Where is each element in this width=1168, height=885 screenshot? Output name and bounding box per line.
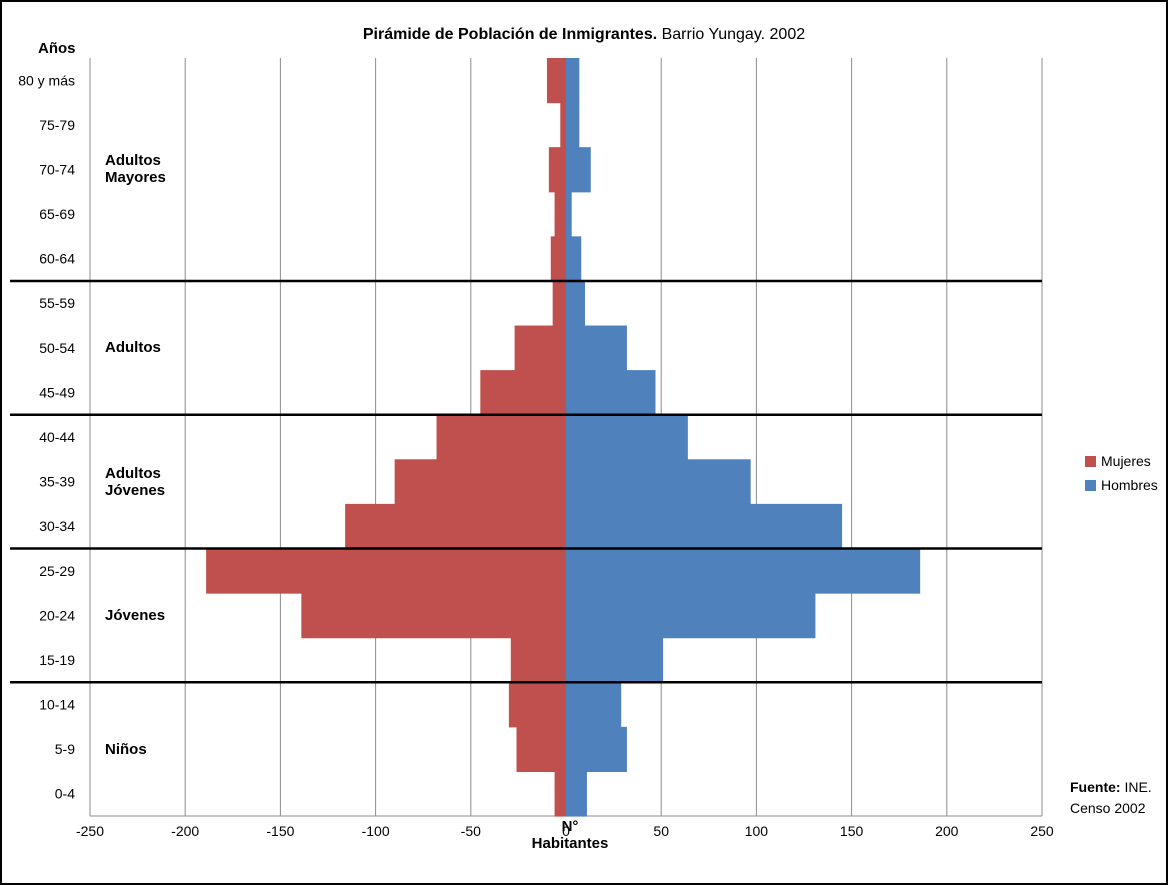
x-axis-title-line2: Habitantes <box>531 835 609 852</box>
bar-mujeres-12 <box>301 593 566 639</box>
x-tick-label-6: 50 <box>653 823 669 839</box>
source-label: Fuente: <box>1070 779 1121 795</box>
x-tick-label-1: -200 <box>171 823 199 839</box>
bar-mujeres-0 <box>546 58 566 104</box>
y-tick-label-14: 10-14 <box>39 697 75 713</box>
legend-swatch-mujeres <box>1085 455 1096 467</box>
bar-hombres-10 <box>566 503 843 550</box>
age-group-label-0-line-1: Mayores <box>105 169 166 187</box>
age-group-label-0-line-0: Adultos <box>105 152 161 170</box>
x-axis-title: N° Habitantes <box>505 818 635 852</box>
x-tick-label-0: -250 <box>76 823 104 839</box>
y-tick-label-1: 75-79 <box>39 117 75 133</box>
y-tick-label-11: 25-29 <box>39 563 75 579</box>
legend-item-hombres: Hombres <box>1085 473 1158 497</box>
source-note: Fuente: INE. Censo 2002 <box>1070 777 1152 819</box>
bar-mujeres-7 <box>480 370 566 416</box>
bar-mujeres-3 <box>554 191 566 237</box>
bar-hombres-16 <box>566 771 587 817</box>
bar-hombres-13 <box>566 637 664 683</box>
x-tick-label-5: 0 <box>562 823 570 839</box>
legend-item-mujeres: Mujeres <box>1085 449 1158 473</box>
age-group-label-3: Jóvenes <box>105 607 165 624</box>
bar-mujeres-16 <box>554 771 566 817</box>
x-tick-label-7: 100 <box>745 823 769 839</box>
x-tick-label-3: -100 <box>362 823 390 839</box>
bar-hombres-3 <box>566 191 572 237</box>
chart-title: Pirámide de Población de Inmigrantes. Ba… <box>0 26 1168 44</box>
legend-swatch-hombres <box>1085 479 1096 491</box>
bar-mujeres-8 <box>436 414 566 460</box>
bar-hombres-12 <box>566 593 816 639</box>
age-group-label-1: Adultos <box>105 339 161 356</box>
age-group-label-0: Adultos Mayores <box>105 152 166 186</box>
bar-hombres-15 <box>566 726 627 773</box>
y-tick-label-6: 50-54 <box>39 340 75 356</box>
bar-hombres-9 <box>566 459 751 505</box>
bar-mujeres-14 <box>508 682 566 728</box>
bar-hombres-1 <box>566 102 580 148</box>
bar-hombres-14 <box>566 682 622 728</box>
age-group-label-2-line-0: Adultos <box>105 464 161 482</box>
y-tick-label-15: 5-9 <box>55 741 75 757</box>
y-tick-label-0: 80 y más <box>18 72 75 88</box>
y-tick-label-9: 35-39 <box>39 474 75 490</box>
y-tick-label-16: 0-4 <box>55 786 75 802</box>
age-group-label-4: Niños <box>105 741 147 758</box>
y-tick-label-2: 70-74 <box>39 161 75 177</box>
x-tick-label-10: 250 <box>1030 823 1054 839</box>
bar-hombres-7 <box>566 370 656 416</box>
bar-mujeres-10 <box>345 503 566 550</box>
bar-mujeres-15 <box>516 726 566 773</box>
y-tick-label-13: 15-19 <box>39 652 75 668</box>
bar-hombres-2 <box>566 147 591 193</box>
bar-hombres-8 <box>566 414 688 460</box>
y-tick-label-7: 45-49 <box>39 384 75 400</box>
x-tick-label-9: 200 <box>935 823 959 839</box>
y-tick-label-10: 30-34 <box>39 518 75 534</box>
bar-mujeres-1 <box>560 102 566 148</box>
y-tick-label-4: 60-64 <box>39 251 75 267</box>
legend: Mujeres Hombres <box>1085 449 1158 497</box>
x-tick-label-8: 150 <box>840 823 864 839</box>
x-tick-label-4: -50 <box>461 823 481 839</box>
age-group-label-4-line-0: Niños <box>105 740 147 758</box>
source-line-1: Fuente: INE. <box>1070 777 1152 798</box>
bar-mujeres-9 <box>394 459 566 505</box>
y-tick-label-8: 40-44 <box>39 429 75 445</box>
y-axis-title: Años <box>38 40 76 57</box>
bar-mujeres-2 <box>548 147 566 193</box>
y-tick-label-12: 20-24 <box>39 607 75 623</box>
y-tick-label-3: 65-69 <box>39 206 75 222</box>
legend-label-mujeres: Mujeres <box>1101 453 1151 469</box>
age-group-label-1-line-0: Adultos <box>105 339 161 357</box>
age-group-label-2: Adultos Jóvenes <box>105 465 165 499</box>
source-text-1: INE. <box>1124 779 1152 795</box>
chart-title-rest: Barrio Yungay. 2002 <box>661 26 806 43</box>
bar-mujeres-5 <box>552 280 566 327</box>
y-tick-label-5: 55-59 <box>39 295 75 311</box>
bar-mujeres-11 <box>206 548 567 594</box>
bar-mujeres-13 <box>510 637 566 683</box>
bar-hombres-6 <box>566 325 627 371</box>
bar-mujeres-6 <box>514 325 566 371</box>
bar-hombres-11 <box>566 548 921 594</box>
bar-mujeres-4 <box>550 236 566 282</box>
chart-title-bold: Pirámide de Población de Inmigrantes. <box>362 26 658 43</box>
x-tick-label-2: -150 <box>266 823 294 839</box>
age-group-label-2-line-1: Jóvenes <box>105 481 166 499</box>
bar-hombres-5 <box>566 280 586 327</box>
x-axis-title-line1: N° <box>561 818 579 835</box>
age-group-label-3-line-0: Jóvenes <box>105 606 166 624</box>
legend-label-hombres: Hombres <box>1101 477 1158 493</box>
bar-hombres-0 <box>566 58 580 104</box>
source-text-2: Censo 2002 <box>1070 800 1146 816</box>
bar-hombres-4 <box>566 236 582 282</box>
